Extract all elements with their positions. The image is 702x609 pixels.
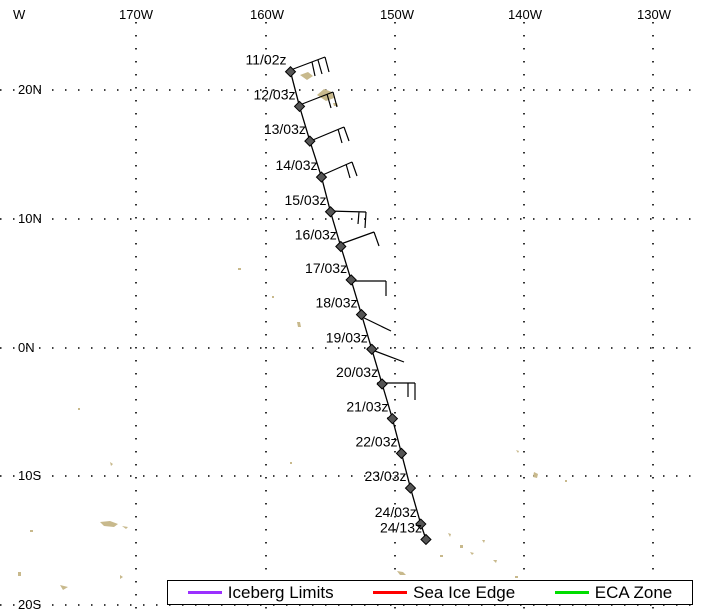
waypoint-label: 22/03z: [355, 433, 397, 449]
waypoint-label: 21/03z: [346, 399, 388, 415]
lat-label: 10S: [18, 468, 41, 483]
lon-label: 150W: [380, 7, 415, 22]
legend: Iceberg Limits Sea Ice Edge ECA Zone: [167, 580, 693, 605]
waypoint-label: 15/03z: [284, 192, 326, 208]
lon-label: 160W: [250, 7, 285, 22]
island-v: [565, 480, 567, 482]
island-line: [297, 322, 301, 327]
lat-label: 0N: [18, 340, 35, 355]
waypoint-marker: [376, 378, 388, 390]
legend-item-sea-ice-edge: Sea Ice Edge: [373, 583, 515, 603]
wind-barb: [337, 231, 380, 247]
island-r: [30, 530, 33, 532]
waypoint-label: 18/03z: [315, 295, 357, 311]
lon-label: W: [13, 7, 26, 22]
waypoint-label: 16/03z: [295, 227, 337, 243]
legend-swatch: [373, 591, 408, 594]
waypoint-marker: [420, 533, 432, 546]
island-c: [100, 521, 118, 527]
waypoint-label: 19/03z: [326, 329, 368, 345]
legend-item-iceberg-limits: Iceberg Limits: [187, 582, 334, 603]
island-m: [470, 552, 474, 555]
latitude-labels: 20N 10N 0N 10S 20S: [18, 82, 42, 609]
island-g: [397, 571, 406, 575]
island-j: [120, 575, 123, 579]
island-kauai: [300, 72, 313, 80]
waypoint-marker: [284, 66, 297, 78]
lon-label: 130W: [637, 7, 672, 22]
waypoint-marker: [404, 482, 417, 494]
legend-swatch: [554, 591, 589, 594]
legend-label: Sea Ice Edge: [413, 582, 516, 602]
wind-barbs: [287, 56, 416, 419]
lon-label: 140W: [508, 7, 543, 22]
waypoint-label: 11/02z: [246, 52, 287, 68]
waypoint-marker: [386, 412, 399, 425]
waypoint-label: 24/13z: [380, 520, 422, 536]
island-e: [533, 472, 538, 478]
island-i: [60, 585, 68, 590]
island-n: [482, 540, 485, 543]
waypoint-marker: [304, 135, 316, 147]
waypoint-marker: [355, 308, 368, 321]
wind-barb: [307, 126, 350, 144]
waypoint-label: 14/03z: [275, 157, 317, 173]
island-d: [122, 526, 128, 529]
longitude-labels: W 170W 160W 150W 140W 130W: [13, 7, 672, 22]
legend-label: Iceberg Limits: [227, 582, 334, 602]
island-o: [440, 555, 443, 557]
waypoint-label: 12/03z: [253, 86, 295, 102]
wind-barb: [296, 91, 338, 109]
island-s: [78, 408, 80, 410]
island-l: [460, 545, 463, 548]
waypoint-label: 24/03z: [375, 504, 417, 520]
lat-label: 20S: [18, 597, 41, 609]
island-f: [516, 450, 519, 453]
island-u: [290, 462, 292, 464]
waypoint-marker: [315, 171, 328, 183]
wind-barb: [287, 56, 330, 77]
waypoint-label: 20/03z: [336, 364, 378, 380]
lon-label: 170W: [119, 7, 154, 22]
waypoint-marker: [366, 343, 378, 355]
island-b: [272, 296, 274, 298]
graticule: [0, 22, 702, 609]
waypoint-marker: [395, 447, 408, 460]
lat-label: 10N: [18, 211, 42, 226]
island-k: [448, 533, 451, 537]
legend-swatch: [187, 591, 222, 594]
land-masses: [18, 72, 567, 590]
waypoint-marker: [345, 274, 357, 286]
island-q: [515, 576, 518, 578]
island-t: [110, 462, 113, 466]
waypoint-marker: [324, 206, 337, 218]
waypoint-label: 17/03z: [305, 260, 347, 276]
legend-item-eca-zone: ECA Zone: [554, 582, 673, 603]
waypoint-marker: [335, 240, 347, 253]
legend-label: ECA Zone: [594, 582, 673, 602]
waypoint-marker: [415, 518, 427, 530]
lat-label: 20N: [18, 82, 42, 97]
waypoint-label: 13/03z: [264, 121, 306, 137]
waypoint-marker: [293, 100, 306, 113]
island-a: [238, 268, 241, 270]
waypoint-label: 23/03z: [364, 468, 406, 484]
island-h: [18, 572, 21, 576]
track-waypoints: 11/02z 12/03z 13/03z 14/03z 15/03z 16/03z 17/0…: [246, 52, 432, 546]
island-p: [493, 560, 497, 563]
